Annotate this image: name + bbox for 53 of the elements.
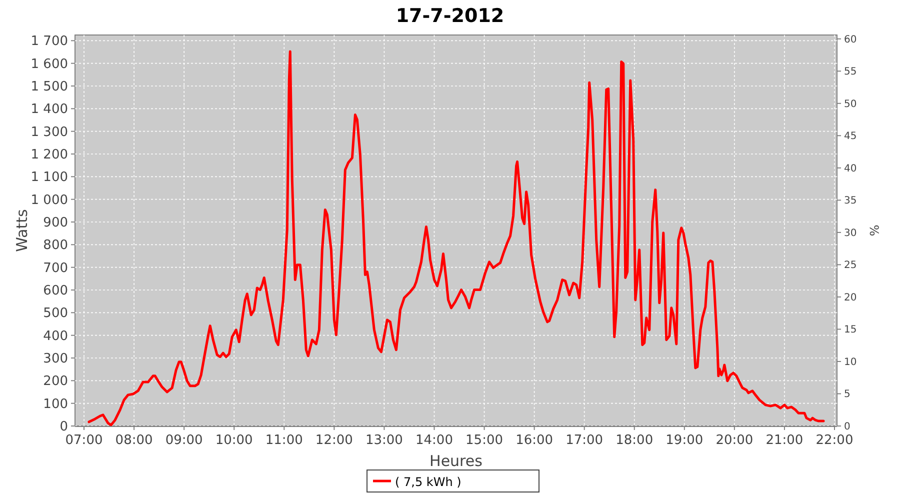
- x-tick-label: 16:00: [516, 433, 554, 448]
- y-tick-label: 1 500: [30, 80, 68, 94]
- y-tick-label: 400: [43, 328, 68, 344]
- x-tick-label: 15:00: [466, 433, 504, 448]
- x-axis-title: Heures: [430, 452, 483, 470]
- y-tick-label: 500: [43, 306, 68, 322]
- y-tick-label: 1 300: [30, 124, 68, 140]
- y2-tick-label: 5: [844, 389, 850, 400]
- y2-tick-label: 60: [844, 34, 857, 46]
- line-series: [88, 50, 825, 426]
- y-tick-label: 100: [43, 396, 68, 412]
- chart-title: 17-7-2012: [396, 5, 504, 27]
- legend-label: ( 7,5 kWh ): [395, 475, 462, 489]
- y-axis-title: Watts: [13, 209, 31, 252]
- x-tick-label: 13:00: [365, 433, 403, 448]
- y2-tick-label: 55: [844, 66, 857, 78]
- y2-tick-label: 20: [844, 292, 857, 304]
- x-tick-label: 20:00: [716, 433, 754, 448]
- x-tick-label: 18:00: [616, 433, 654, 448]
- x-tick-label: 12:00: [315, 433, 353, 448]
- x-tick-label: 19:00: [666, 433, 704, 448]
- y-tick-label: 1 200: [30, 148, 68, 162]
- y2-tick-label: 30: [844, 228, 857, 239]
- y-tick-label: 1 700: [30, 34, 68, 50]
- y2-tick-label: 10: [844, 356, 857, 368]
- y2-tick-label: 45: [844, 131, 857, 142]
- y-tick-label: 1 400: [30, 102, 68, 118]
- y-tick-label: 0: [60, 420, 68, 434]
- y2-axis-title: %: [867, 224, 881, 236]
- y2-tick-label: 40: [844, 163, 857, 174]
- x-tick-label: 14:00: [416, 433, 453, 448]
- y2-tick-label: 25: [844, 260, 857, 272]
- y-tick-label: 1 100: [30, 170, 68, 186]
- y2-tick-label: 35: [844, 196, 857, 207]
- y2-tick-label: 50: [844, 98, 857, 110]
- y2-tick-label: 15: [844, 324, 857, 336]
- x-tick-label: 08:00: [115, 433, 153, 448]
- x-tick-label: 10:00: [215, 433, 253, 448]
- y-tick-label: 900: [43, 216, 68, 230]
- x-tick-label: 22:00: [816, 433, 854, 448]
- y-tick-label: 1 000: [30, 192, 68, 208]
- x-tick-label: 07:00: [65, 433, 103, 448]
- x-tick-label: 09:00: [165, 433, 203, 448]
- y2-tick-label: 0: [844, 422, 850, 432]
- x-tick-label: 21:00: [766, 433, 804, 448]
- y-tick-label: 200: [43, 374, 68, 390]
- x-tick-label: 11:00: [265, 433, 303, 448]
- y-tick-label: 1 600: [30, 56, 68, 72]
- y-tick-label: 300: [43, 352, 68, 366]
- x-tick-label: 17:00: [566, 433, 604, 448]
- y-tick-label: 700: [43, 260, 68, 276]
- y-tick-label: 800: [43, 238, 68, 254]
- y-tick-label: 600: [43, 284, 68, 298]
